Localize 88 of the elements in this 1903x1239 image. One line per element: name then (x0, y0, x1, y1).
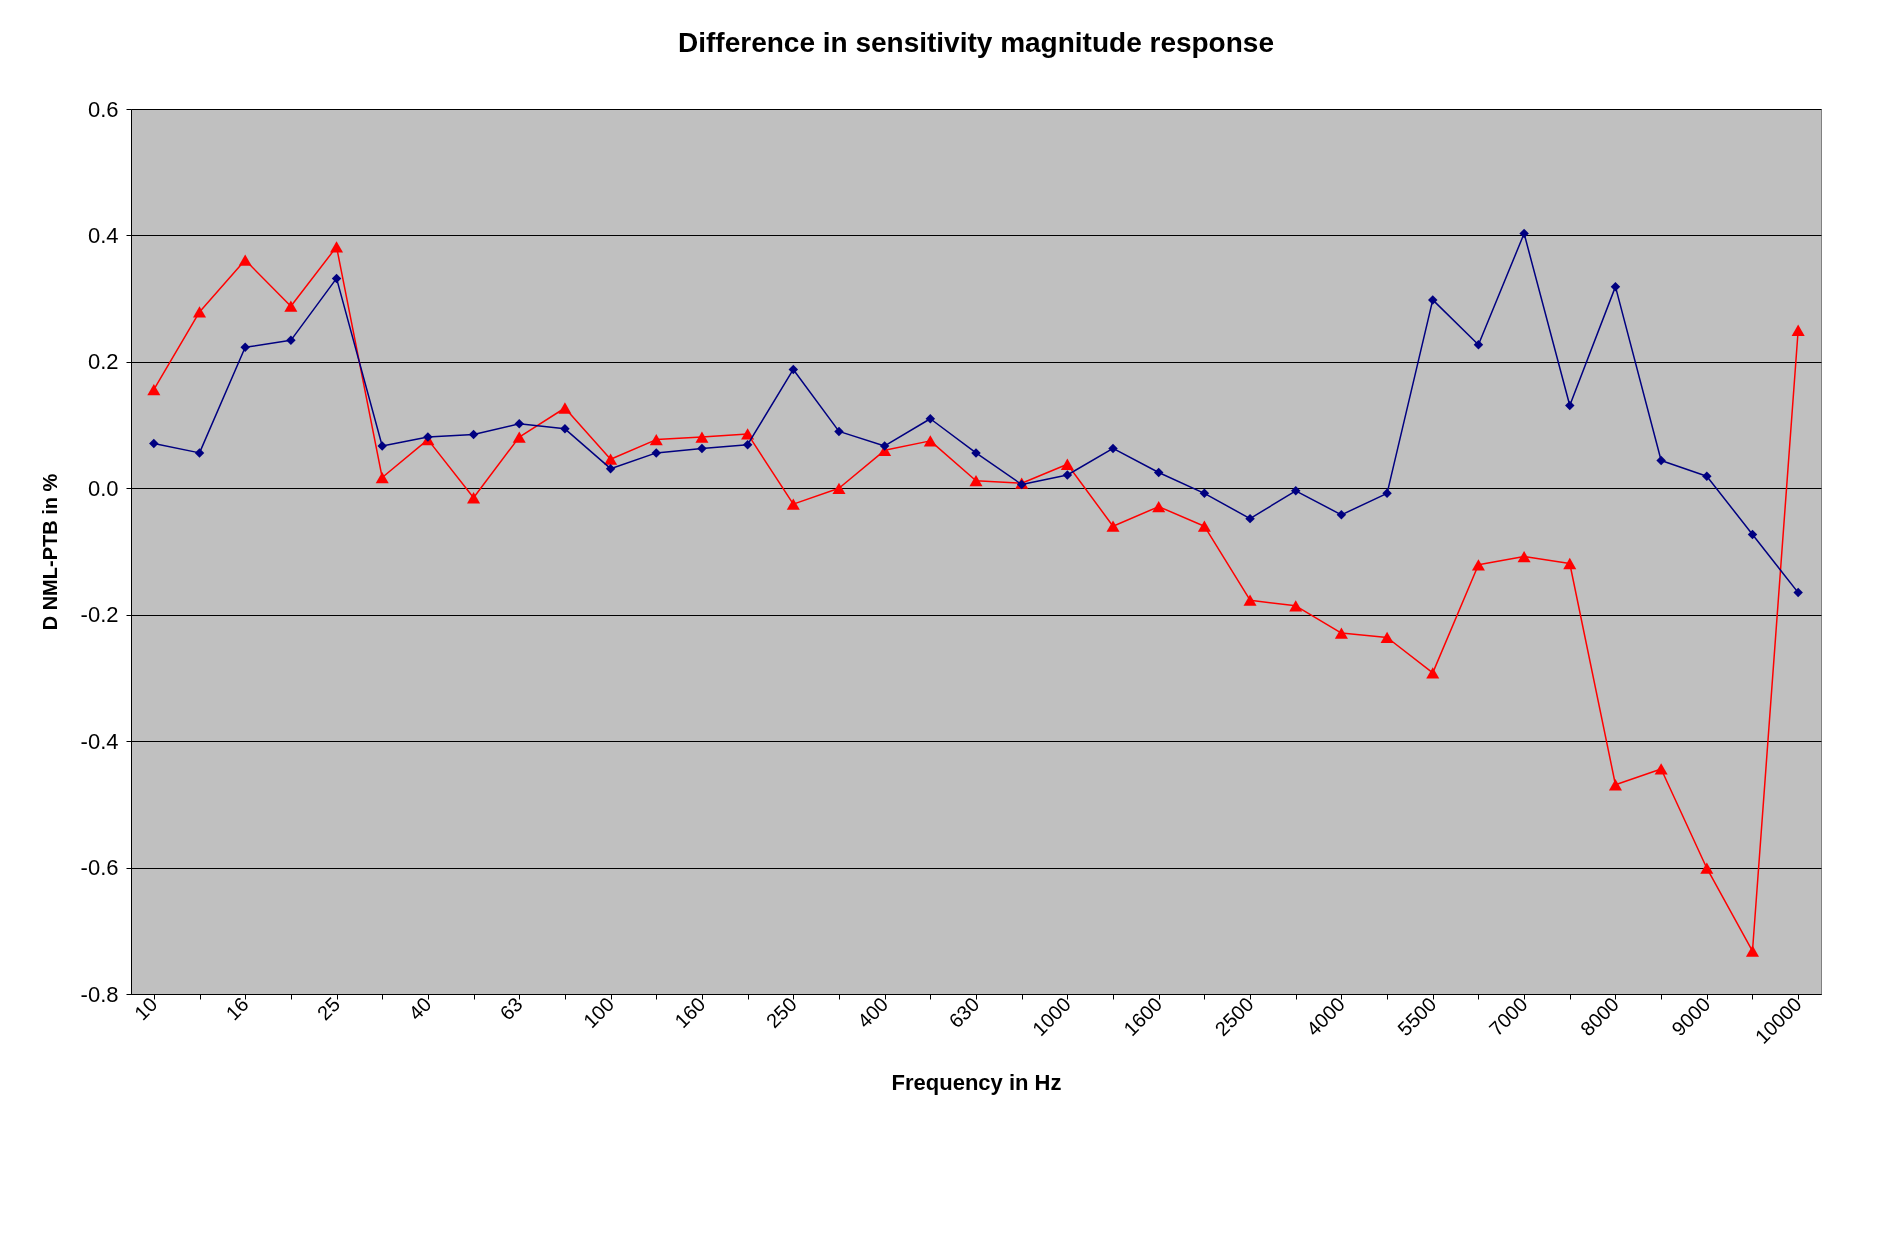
point (969, 475, 983, 487)
point (1471, 559, 1485, 571)
point (697, 443, 707, 454)
x-tick-label: 400 (853, 993, 893, 1033)
point (742, 439, 753, 450)
point (194, 448, 205, 458)
point (1428, 295, 1438, 305)
point (1473, 340, 1484, 350)
x-tick-label: 250 (761, 993, 801, 1033)
point (1519, 228, 1529, 239)
chart-title: Difference in sensitivity magnitude response (678, 27, 1274, 58)
point (1062, 470, 1073, 480)
point (1199, 488, 1210, 499)
y-tick-label: 0.6 (87, 96, 119, 122)
x-tick-label: 63 (495, 993, 527, 1025)
point (1517, 550, 1531, 563)
x-tick-label: 25 (312, 993, 345, 1025)
y-tick-label: 0.0 (87, 475, 119, 501)
point (786, 498, 800, 510)
point (1426, 667, 1440, 679)
x-tick-label: 16 (221, 993, 253, 1025)
point (604, 453, 618, 465)
x-tick-label: 100 (579, 993, 619, 1033)
point (1793, 587, 1803, 598)
point (1380, 631, 1394, 644)
point (1702, 471, 1712, 482)
x-tick-label: 40 (404, 993, 436, 1025)
point (741, 428, 755, 440)
point (558, 402, 572, 414)
point (1382, 488, 1392, 499)
point (923, 435, 937, 447)
point (1197, 520, 1211, 532)
point (1608, 779, 1622, 791)
point (1745, 945, 1760, 957)
y-tick-label: -0.8 (80, 981, 119, 1007)
point (695, 431, 709, 443)
point (651, 448, 662, 458)
point (1108, 443, 1118, 454)
y-tick-label: 0.4 (87, 222, 119, 248)
point (605, 463, 616, 474)
point (147, 384, 161, 396)
y-axis-title: D NML-PTB in % (38, 473, 61, 631)
point (1289, 600, 1303, 612)
y-tick-label: -0.6 (80, 855, 119, 881)
x-axis-title: Frequency in Hz (891, 1069, 1062, 1095)
point (512, 431, 526, 443)
point (1152, 500, 1166, 513)
point (468, 429, 479, 440)
point (832, 482, 846, 494)
point (192, 306, 207, 318)
point (1791, 324, 1805, 336)
point (649, 433, 663, 446)
point (1290, 486, 1301, 496)
x-tick-label: 160 (670, 993, 710, 1033)
point (1654, 763, 1668, 775)
point (1153, 467, 1164, 478)
point (238, 254, 252, 266)
point (330, 241, 344, 253)
point (284, 300, 298, 312)
x-tick-label: 630 (944, 993, 984, 1033)
point (1060, 458, 1074, 470)
y-tick-label: 0.2 (87, 349, 119, 375)
point (834, 426, 844, 437)
point (1656, 455, 1666, 466)
point (149, 438, 159, 449)
point (331, 273, 342, 284)
x-tick-label: 10 (130, 993, 162, 1025)
point (1106, 520, 1120, 532)
point (788, 364, 799, 375)
y-tick-label: -0.4 (80, 728, 119, 754)
point (1245, 513, 1255, 524)
point (514, 419, 524, 429)
point (286, 335, 296, 346)
point (1610, 281, 1621, 292)
point (1700, 862, 1714, 874)
point (1336, 510, 1347, 520)
point (1563, 557, 1577, 570)
point (925, 414, 936, 424)
point (377, 441, 387, 451)
y-tick-label: -0.2 (80, 602, 119, 628)
point (375, 471, 389, 484)
point (467, 492, 481, 504)
point (240, 342, 250, 353)
point (1243, 594, 1257, 606)
point (1747, 529, 1758, 540)
point (879, 441, 890, 451)
point (1334, 627, 1348, 639)
point (1565, 400, 1575, 411)
